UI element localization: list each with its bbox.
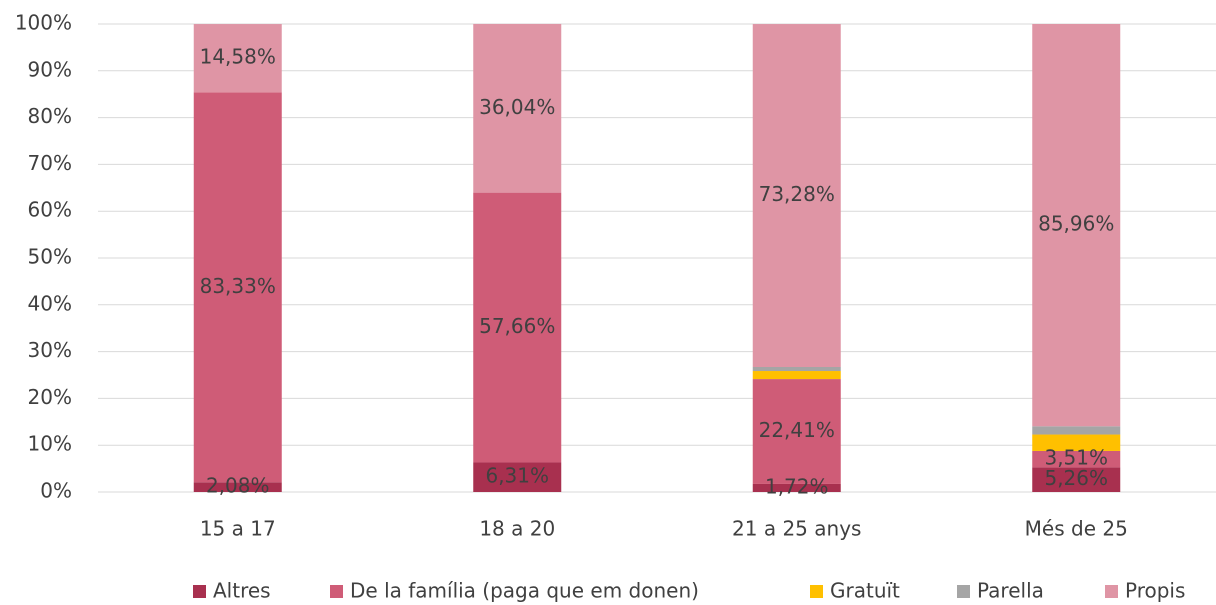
data-label: 5,26% bbox=[1044, 466, 1108, 490]
y-tick-label: 90% bbox=[28, 57, 72, 81]
legend-label: Parella bbox=[977, 579, 1044, 603]
y-tick-label: 70% bbox=[28, 151, 72, 175]
data-label: 2,08% bbox=[206, 474, 270, 498]
data-label: 6,31% bbox=[485, 464, 549, 488]
data-label: 22,41% bbox=[759, 418, 835, 442]
legend-label: Gratuït bbox=[830, 579, 900, 603]
y-tick-label: 50% bbox=[28, 245, 72, 269]
x-tick-label: 21 a 25 anys bbox=[732, 517, 861, 541]
y-tick-label: 10% bbox=[28, 432, 72, 456]
data-label: 3,51% bbox=[1044, 446, 1108, 470]
bar-segment bbox=[1032, 467, 1121, 492]
y-tick-label: 100% bbox=[15, 11, 72, 35]
bar-segment bbox=[752, 379, 841, 484]
bar-segment bbox=[473, 192, 562, 463]
legend-label: Altres bbox=[213, 579, 271, 603]
bar-segment bbox=[473, 23, 562, 193]
bar-segment bbox=[752, 371, 841, 380]
y-tick-label: 40% bbox=[28, 291, 72, 315]
bar-segment bbox=[1032, 434, 1121, 451]
data-label: 85,96% bbox=[1038, 212, 1114, 236]
y-tick-label: 0% bbox=[40, 479, 72, 503]
bar-segment bbox=[752, 24, 841, 367]
data-label: 36,04% bbox=[479, 95, 555, 119]
data-label: 83,33% bbox=[200, 274, 276, 298]
data-label: 73,28% bbox=[759, 182, 835, 206]
bar-segment bbox=[193, 92, 282, 483]
legend-label: De la família (paga que em donen) bbox=[350, 579, 699, 603]
legend-swatch bbox=[810, 585, 823, 598]
data-label: 14,58% bbox=[200, 45, 276, 69]
bar-segment bbox=[1032, 24, 1121, 427]
bar-segment bbox=[752, 366, 841, 372]
legend-swatch bbox=[1105, 585, 1118, 598]
x-tick-label: Més de 25 bbox=[1025, 517, 1128, 541]
bar-segment bbox=[473, 462, 562, 492]
y-tick-label: 80% bbox=[28, 104, 72, 128]
bar-segment bbox=[193, 482, 282, 492]
bar-segment bbox=[1032, 450, 1121, 468]
data-label: 1,72% bbox=[765, 474, 829, 498]
y-tick-label: 60% bbox=[28, 198, 72, 222]
bar-segment bbox=[193, 24, 282, 93]
legend-swatch bbox=[957, 585, 970, 598]
y-tick-label: 30% bbox=[28, 338, 72, 362]
legend-swatch bbox=[193, 585, 206, 598]
legend-label: Propis bbox=[1125, 579, 1185, 603]
bar-segment bbox=[752, 483, 841, 492]
y-tick-label: 20% bbox=[28, 385, 72, 409]
x-tick-label: 15 a 17 bbox=[200, 517, 276, 541]
data-label: 57,66% bbox=[479, 314, 555, 338]
x-tick-label: 18 a 20 bbox=[479, 517, 555, 541]
legend-swatch bbox=[330, 585, 343, 598]
bar-segment bbox=[1032, 426, 1121, 435]
